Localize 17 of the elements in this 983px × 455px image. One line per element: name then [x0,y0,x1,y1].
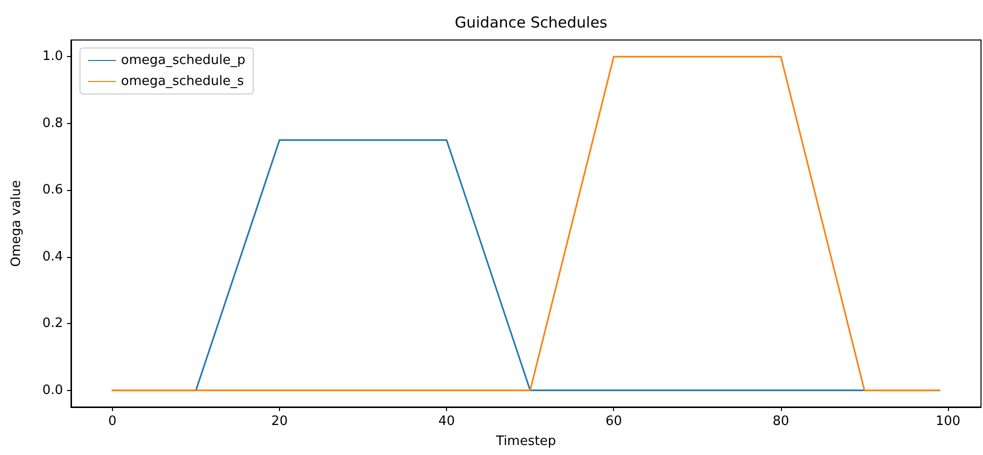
x-tick-label: 80 [772,414,790,429]
y-axis-title: Omega value [9,180,24,267]
x-tick-label: 60 [605,414,622,429]
y-tick-label: 0.2 [42,316,63,332]
y-tick-label: 0.6 [42,182,63,198]
x-tick-label: 100 [936,414,960,429]
y-tick-label: 1.0 [42,49,63,64]
chart-title: Guidance Schedules [454,14,608,32]
y-tick-label: 0.8 [42,116,63,131]
legend-label: omega_schedule_p [121,53,246,68]
x-tick-label: 0 [108,414,117,429]
x-tick-label: 40 [438,414,455,429]
y-tick-label: 0.4 [42,249,63,264]
x-tick-label: 20 [271,414,288,429]
x-axis-title: Timestep [495,434,556,449]
y-tick-label: 0.0 [42,382,63,398]
legend-label: omega_schedule_s [121,74,244,89]
